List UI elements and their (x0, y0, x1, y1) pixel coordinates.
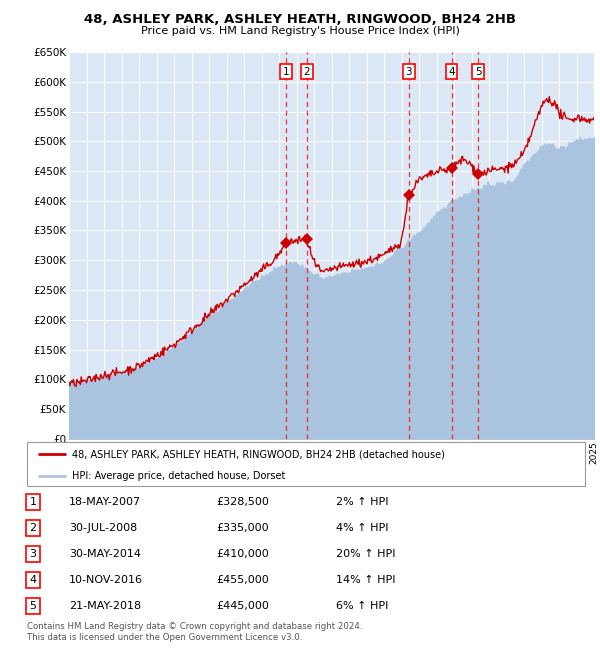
Text: £410,000: £410,000 (216, 549, 269, 559)
Text: HPI: Average price, detached house, Dorset: HPI: Average price, detached house, Dors… (71, 471, 285, 482)
Text: 21-MAY-2018: 21-MAY-2018 (69, 601, 141, 611)
Text: 10-NOV-2016: 10-NOV-2016 (69, 575, 143, 585)
Text: 2: 2 (304, 67, 310, 77)
Text: £455,000: £455,000 (216, 575, 269, 585)
Text: 18-MAY-2007: 18-MAY-2007 (69, 497, 141, 507)
Text: 3: 3 (29, 549, 37, 559)
FancyBboxPatch shape (27, 442, 585, 486)
Text: 4% ↑ HPI: 4% ↑ HPI (336, 523, 389, 533)
Text: 3: 3 (406, 67, 412, 77)
Text: 2: 2 (29, 523, 37, 533)
Text: 14% ↑ HPI: 14% ↑ HPI (336, 575, 395, 585)
Text: 1: 1 (29, 497, 37, 507)
Text: £445,000: £445,000 (216, 601, 269, 611)
Text: 1: 1 (283, 67, 289, 77)
Text: 2% ↑ HPI: 2% ↑ HPI (336, 497, 389, 507)
Text: 5: 5 (475, 67, 482, 77)
Text: 20% ↑ HPI: 20% ↑ HPI (336, 549, 395, 559)
Text: 4: 4 (29, 575, 37, 585)
Text: Price paid vs. HM Land Registry's House Price Index (HPI): Price paid vs. HM Land Registry's House … (140, 26, 460, 36)
Text: 48, ASHLEY PARK, ASHLEY HEATH, RINGWOOD, BH24 2HB (detached house): 48, ASHLEY PARK, ASHLEY HEATH, RINGWOOD,… (71, 449, 445, 460)
Text: 4: 4 (448, 67, 455, 77)
Text: 30-MAY-2014: 30-MAY-2014 (69, 549, 141, 559)
Text: £328,500: £328,500 (216, 497, 269, 507)
Text: 30-JUL-2008: 30-JUL-2008 (69, 523, 137, 533)
Text: 5: 5 (29, 601, 37, 611)
Text: 6% ↑ HPI: 6% ↑ HPI (336, 601, 388, 611)
Text: 48, ASHLEY PARK, ASHLEY HEATH, RINGWOOD, BH24 2HB: 48, ASHLEY PARK, ASHLEY HEATH, RINGWOOD,… (84, 13, 516, 26)
Text: Contains HM Land Registry data © Crown copyright and database right 2024.
This d: Contains HM Land Registry data © Crown c… (27, 622, 362, 642)
Text: £335,000: £335,000 (216, 523, 269, 533)
